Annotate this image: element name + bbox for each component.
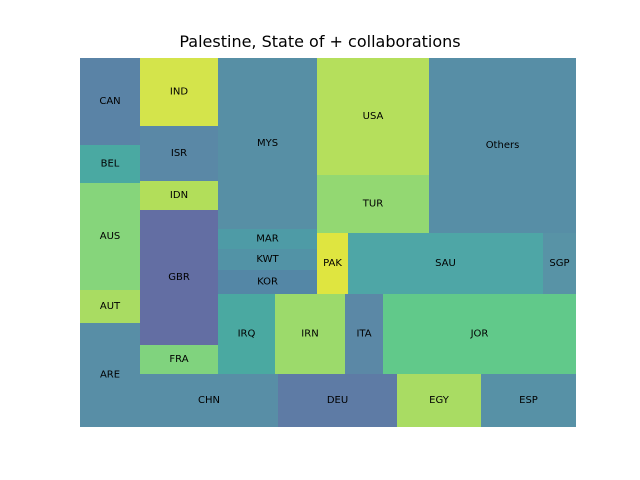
treemap-tile-mys [218,58,317,229]
treemap-tile-ind [140,58,218,126]
treemap-label-esp: ESP [519,395,538,406]
treemap-tile-kor [218,270,317,294]
treemap-tile-irq [218,294,275,374]
treemap-tile-fra [140,345,218,374]
treemap-tile-sau [348,233,543,294]
treemap-tile-irn [275,294,345,374]
treemap-label-are: ARE [100,370,120,381]
treemap-tile-gbr [140,210,218,345]
treemap-tile-pak [317,233,348,294]
treemap-tile-are [80,323,140,427]
treemap-label-deu: DEU [327,395,348,406]
treemap-tile-bel [80,145,140,183]
treemap-tile-others [429,58,576,233]
treemap-label-jor: JOR [470,329,489,340]
treemap-tile-usa [317,58,429,175]
treemap-tile-jor [383,294,576,374]
treemap-label-chn: CHN [198,395,220,406]
treemap-tile-aus [80,183,140,290]
treemap-label-fra: FRA [169,354,188,365]
treemap-label-isr: ISR [171,148,187,159]
treemap-label-bel: BEL [101,159,120,170]
treemap-tile-sgp [543,233,576,294]
treemap-tile-can [80,58,140,145]
treemap-tile-kwt [218,249,317,270]
treemap-label-others: Others [486,140,520,151]
treemap-label-kwt: KWT [256,254,279,265]
treemap-label-can: CAN [99,96,120,107]
treemap-label-irn: IRN [301,329,318,340]
treemap-label-kor: KOR [257,277,278,288]
treemap-label-idn: IDN [170,190,188,201]
treemap-label-tur: TUR [362,199,383,210]
treemap-tile-tur [317,175,429,233]
treemap-label-irq: IRQ [238,329,256,340]
treemap-tile-ita [345,294,383,374]
treemap-label-pak: PAK [323,258,342,269]
treemap-label-gbr: GBR [168,272,190,283]
treemap-tile-egy [397,374,481,427]
treemap-label-usa: USA [363,111,384,122]
treemap-label-mar: MAR [256,234,278,245]
treemap-label-ita: ITA [356,329,371,340]
treemap-label-mys: MYS [257,138,278,149]
chart-title: Palestine, State of + collaborations [179,32,461,51]
treemap-tile-idn [140,181,218,210]
treemap-label-ind: IND [170,87,188,98]
treemap-tile-esp [481,374,576,427]
treemap-label-sau: SAU [435,258,456,269]
treemap-tile-deu [278,374,397,427]
treemap-label-sgp: SGP [549,258,569,269]
treemap-tile-mar [218,229,317,249]
treemap-label-aus: AUS [100,231,121,242]
treemap-tile-chn [140,374,278,427]
treemap-tile-aut [80,290,140,323]
treemap-label-aut: AUT [100,301,121,312]
treemap-label-egy: EGY [429,395,450,406]
treemap-tile-isr [140,126,218,181]
